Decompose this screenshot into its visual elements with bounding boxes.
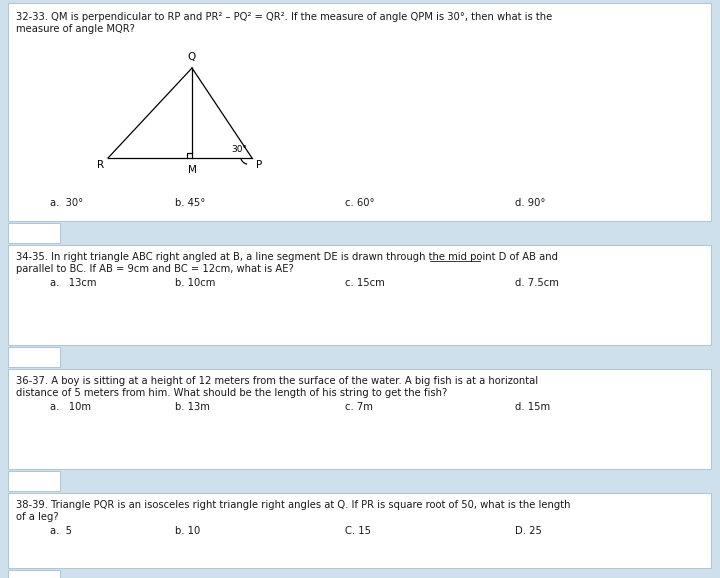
Bar [8, 347, 60, 367]
Text: b. 13m: b. 13m [175, 402, 210, 412]
Text: M: M [188, 165, 197, 175]
Bar [8, 3, 711, 221]
Text: d. 7.5cm: d. 7.5cm [515, 278, 559, 288]
Text: b. 10cm: b. 10cm [175, 278, 215, 288]
Bar [8, 471, 60, 491]
Text: c. 7m: c. 7m [345, 402, 373, 412]
Text: a.   13cm: a. 13cm [50, 278, 96, 288]
Text: parallel to BC. If AB = 9cm and BC = 12cm, what is AE?: parallel to BC. If AB = 9cm and BC = 12c… [16, 264, 294, 274]
Bar [8, 223, 60, 243]
Text: a.   10m: a. 10m [50, 402, 91, 412]
Text: of a leg?: of a leg? [16, 512, 58, 522]
Bar [8, 369, 711, 469]
Text: C. 15: C. 15 [345, 526, 371, 536]
Text: b. 45°: b. 45° [175, 198, 205, 208]
Text: D. 25: D. 25 [515, 526, 542, 536]
Text: Q: Q [188, 52, 196, 62]
Text: 36-37. A boy is sitting at a height of 12 meters from the surface of the water. : 36-37. A boy is sitting at a height of 1… [16, 376, 538, 386]
Text: c. 15cm: c. 15cm [345, 278, 384, 288]
Text: 38-39. Triangle PQR is an isosceles right triangle right angles at Q. If PR is s: 38-39. Triangle PQR is an isosceles righ… [16, 500, 570, 510]
Text: measure of angle MQR?: measure of angle MQR? [16, 24, 135, 34]
Bar [8, 493, 711, 568]
Text: a.  30°: a. 30° [50, 198, 84, 208]
Text: R: R [97, 160, 104, 170]
Text: a.  5: a. 5 [50, 526, 72, 536]
Text: 30°: 30° [231, 146, 247, 154]
Text: b. 10: b. 10 [175, 526, 200, 536]
Text: c. 60°: c. 60° [345, 198, 374, 208]
Bar [8, 245, 711, 345]
Text: 34-35. In right triangle ABC right angled at B, a line segment DE is drawn throu: 34-35. In right triangle ABC right angle… [16, 252, 558, 262]
Text: distance of 5 meters from him. What should be the length of his string to get th: distance of 5 meters from him. What shou… [16, 388, 447, 398]
Text: d. 90°: d. 90° [515, 198, 546, 208]
Bar [8, 570, 60, 578]
Text: 32-33. QM is perpendicular to RP and PR² – PQ² = QR². If the measure of angle QP: 32-33. QM is perpendicular to RP and PR²… [16, 12, 552, 22]
Text: d. 15m: d. 15m [515, 402, 550, 412]
Text: P: P [256, 160, 262, 170]
